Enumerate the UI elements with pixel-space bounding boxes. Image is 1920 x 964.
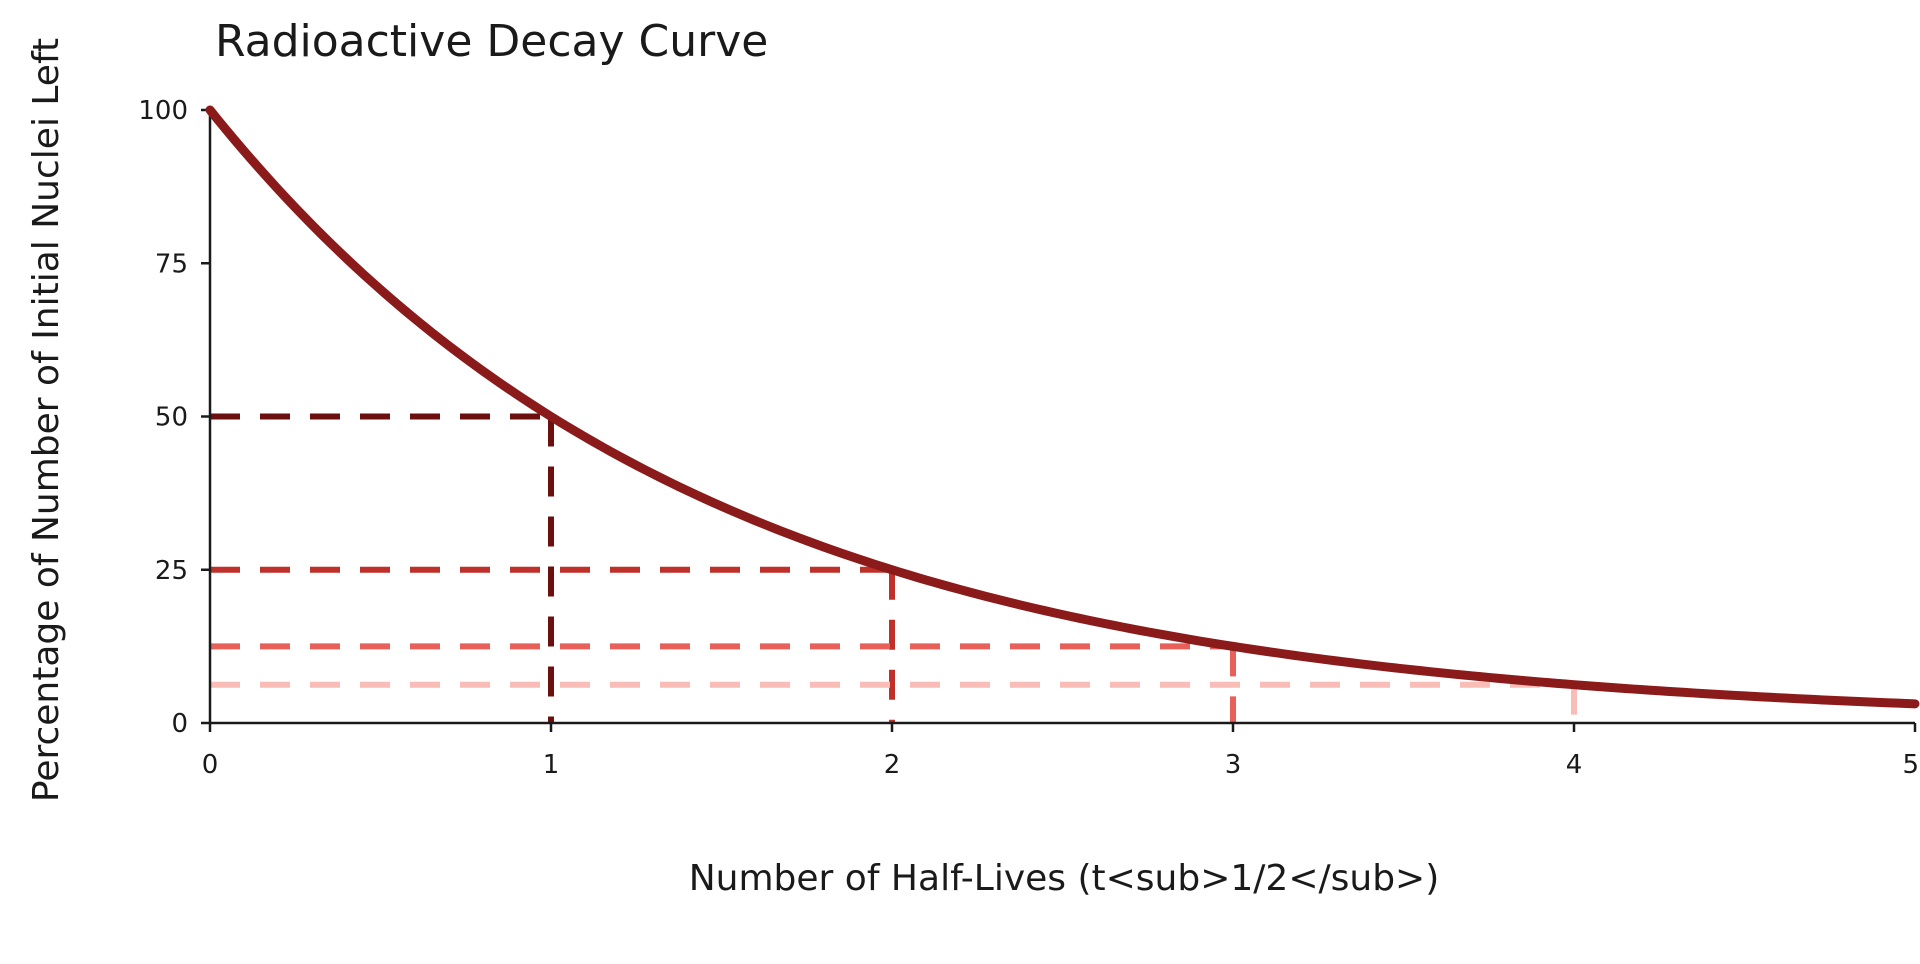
x-tick-label-1: 1 <box>543 750 560 780</box>
x-tick-label-0: 0 <box>202 750 219 780</box>
x-tick-label-2: 2 <box>884 750 901 780</box>
x-tick-label-5: 5 <box>1902 750 1919 780</box>
x-tick-label-3: 3 <box>1225 750 1242 780</box>
plot-area: 0 25 50 75 100 0 1 2 3 4 5 <box>138 96 1920 780</box>
y-tick-label-25: 25 <box>155 556 188 586</box>
y-tick-label-0: 0 <box>171 709 188 739</box>
x-axis-label: Number of Half-Lives (t<sub>1/2</sub>) <box>689 858 1440 899</box>
chart-title: Radioactive Decay Curve <box>215 16 768 67</box>
y-tick-label-100: 100 <box>138 96 188 126</box>
x-tick-label-4: 4 <box>1566 750 1583 780</box>
y-tick-label-75: 75 <box>155 249 188 279</box>
decay-curve-line <box>205 105 1920 709</box>
y-axis-label: Percentage of Number of Initial Nuclei L… <box>26 38 67 802</box>
y-tick-label-50: 50 <box>155 403 188 433</box>
